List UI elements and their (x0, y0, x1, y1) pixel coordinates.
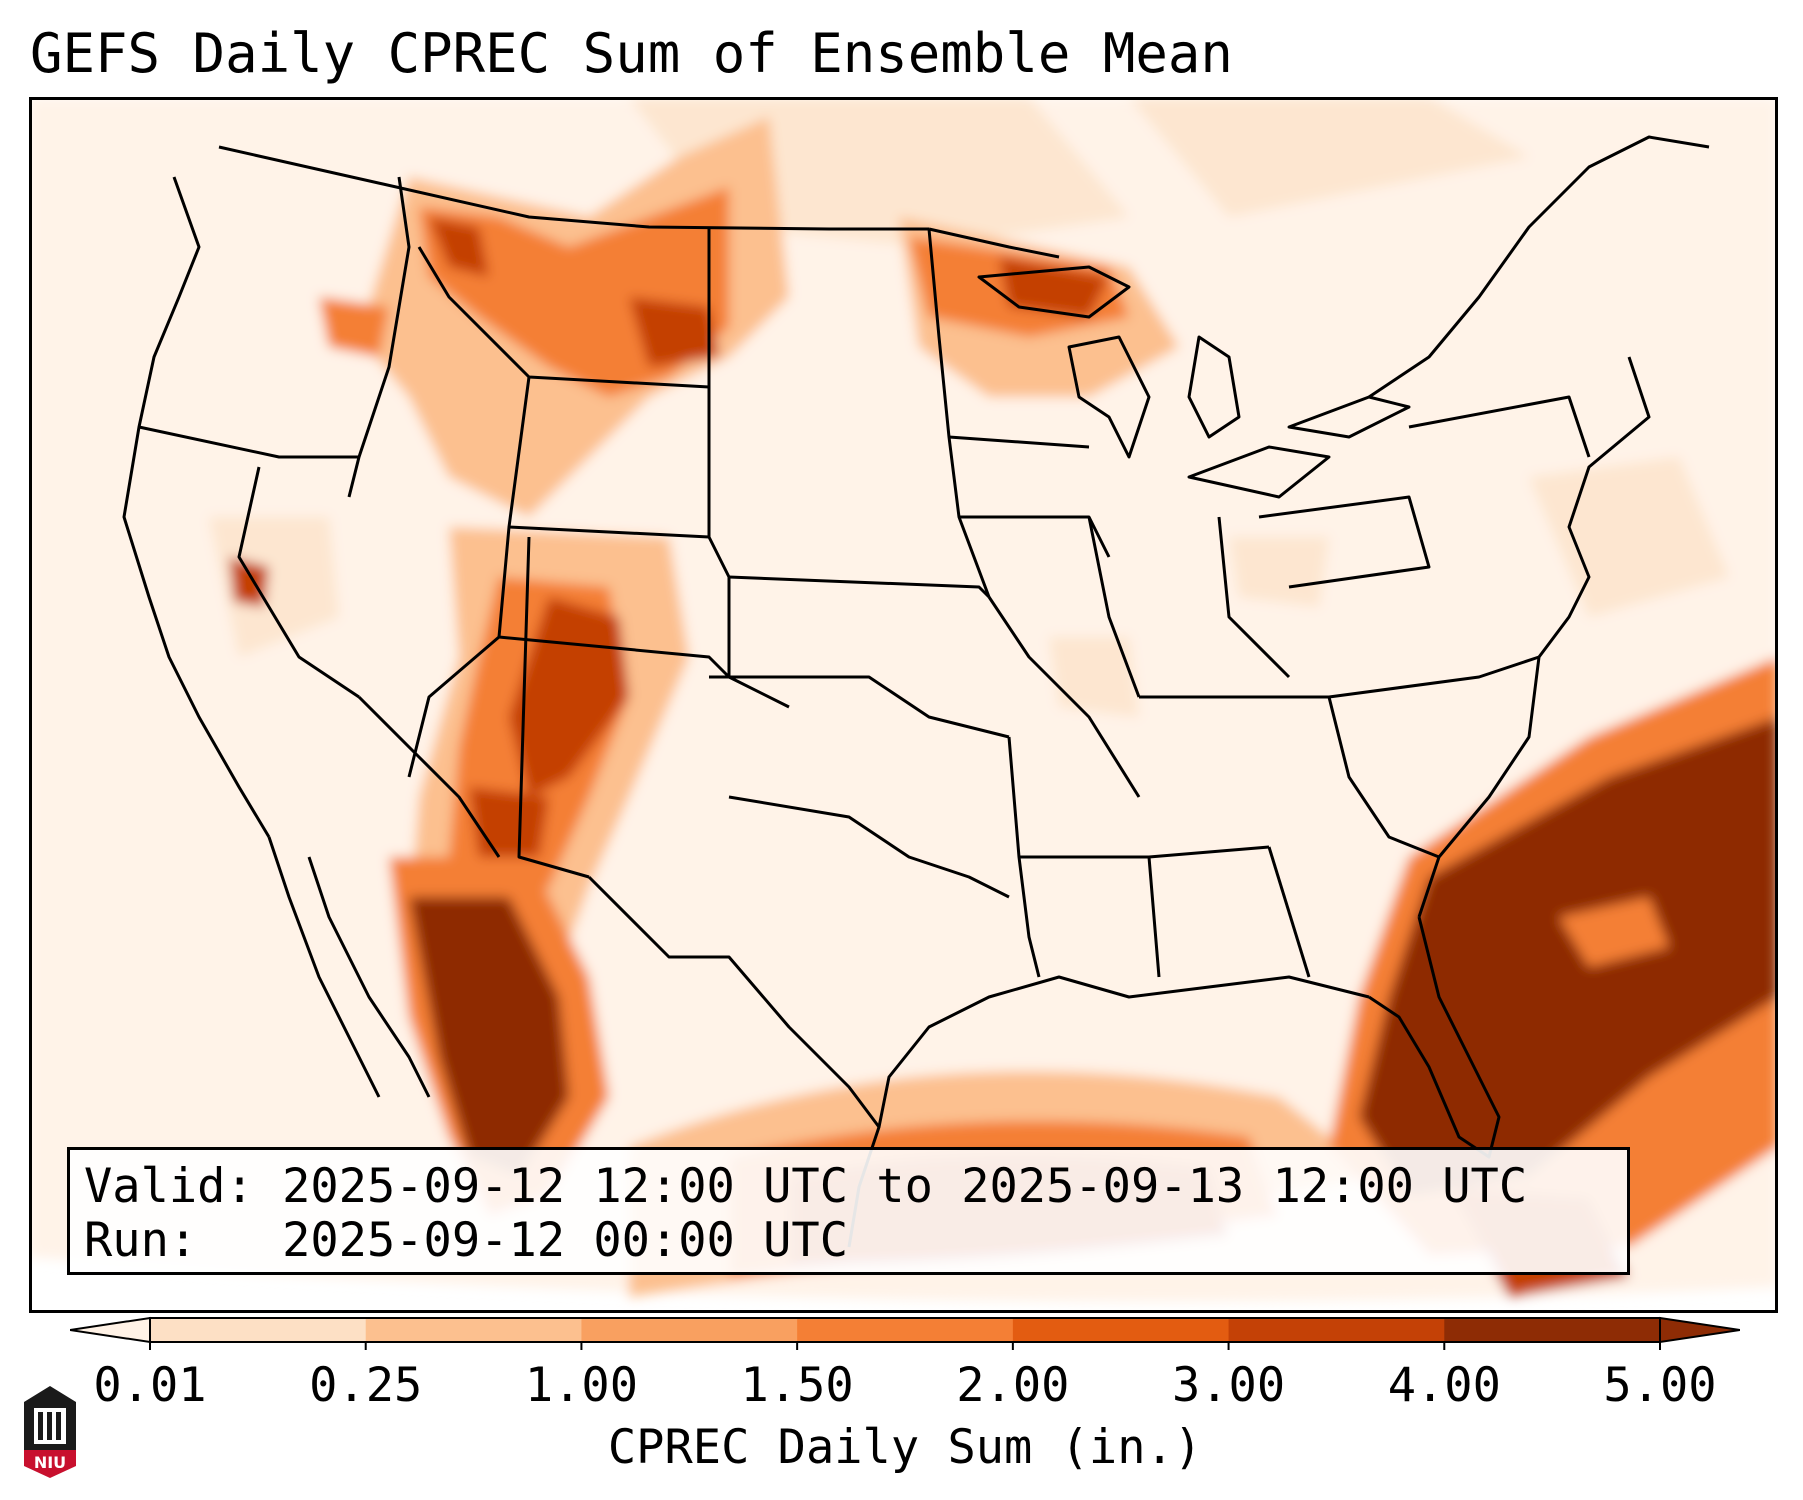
colorbar-segment (365, 1318, 582, 1342)
colorbar (70, 1316, 1740, 1350)
colorbar-tick-label: 1.00 (524, 1358, 639, 1413)
info-box: Valid: 2025-09-12 12:00 UTC to 2025-09-1… (67, 1147, 1630, 1275)
colorbar-tick-label: 3.00 (1171, 1358, 1286, 1413)
colorbar-extend-low (70, 1316, 151, 1344)
valid-value: 2025-09-12 12:00 UTC to 2025-09-13 12:00… (282, 1159, 1528, 1214)
colorbar-segment (1012, 1318, 1230, 1342)
colorbar-tick-label: 4.00 (1387, 1358, 1501, 1413)
colorbar-segment (150, 1318, 367, 1342)
colorbar-tick-label: 0.01 (93, 1358, 207, 1413)
colorbar-tick-label: 2.00 (956, 1358, 1070, 1413)
map-frame (29, 97, 1778, 1313)
logo-text: NIU (34, 1453, 66, 1472)
colorbar-extend-high (1659, 1316, 1740, 1344)
run-value: 2025-09-12 00:00 UTC (282, 1213, 849, 1268)
valid-label: Valid: (84, 1159, 254, 1214)
chart-title: GEFS Daily CPREC Sum of Ensemble Mean (30, 22, 1233, 85)
niu-logo: NIU (24, 1386, 76, 1478)
colorbar-outline (149, 1317, 1661, 1343)
run-label: Run: (84, 1213, 198, 1268)
colorbar-segment (581, 1318, 798, 1342)
colorbar-tick-label: 0.25 (309, 1358, 423, 1413)
colorbar-tick-label: 5.00 (1603, 1358, 1717, 1413)
colorbar-segment (1228, 1318, 1445, 1342)
domain-edge (29, 1267, 1778, 1313)
colorbar-tick-label: 1.50 (740, 1358, 854, 1413)
colorbar-segment (1444, 1318, 1661, 1342)
map-panel (29, 97, 1778, 1313)
colorbar-title: CPREC Daily Sum (in.) (607, 1420, 1203, 1475)
colorbar-segment (797, 1318, 1014, 1342)
